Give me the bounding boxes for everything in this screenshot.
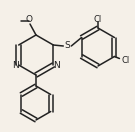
Text: S: S: [64, 41, 70, 51]
Text: O: O: [26, 15, 33, 23]
Text: Cl: Cl: [121, 56, 130, 65]
Text: Cl: Cl: [94, 15, 102, 23]
Text: N: N: [12, 60, 19, 70]
Text: N: N: [53, 60, 60, 70]
